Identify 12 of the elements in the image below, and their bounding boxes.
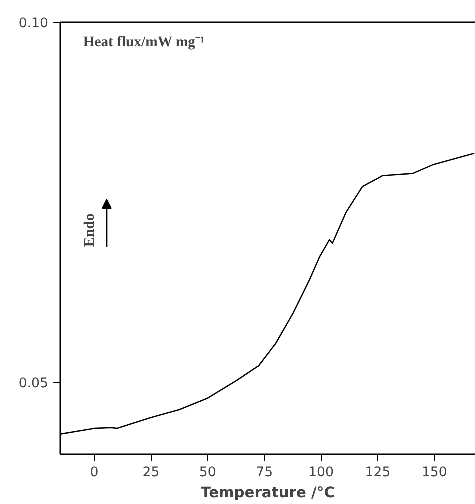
x-tick-label: 75 (256, 466, 274, 480)
x-tick-label: 125 (365, 466, 391, 480)
x-tick-label: 100 (308, 466, 334, 480)
x-tick-label: 25 (142, 466, 160, 480)
y-tick-label: 0.10 (18, 16, 49, 32)
x-tick-label: 150 (422, 466, 448, 480)
y-tick-label: 0.05 (18, 376, 49, 392)
y-axis-title: Heat flux/mW mg⁻¹ (83, 34, 205, 50)
x-tick-label: 50 (199, 466, 216, 480)
annotation: Endo (82, 214, 98, 248)
x-axis-title: Temperature /°C (201, 484, 335, 502)
x-tick-label: 0 (90, 466, 99, 480)
